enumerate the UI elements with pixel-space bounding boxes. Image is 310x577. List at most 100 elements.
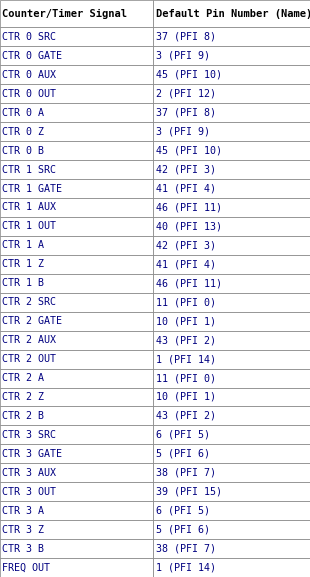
- Text: CTR 3 AUX: CTR 3 AUX: [2, 468, 56, 478]
- Text: Default Pin Number (Name): Default Pin Number (Name): [156, 9, 310, 19]
- Text: CTR 1 AUX: CTR 1 AUX: [2, 203, 56, 212]
- Text: 2 (PFI 12): 2 (PFI 12): [156, 89, 216, 99]
- Text: CTR 3 GATE: CTR 3 GATE: [2, 449, 63, 459]
- Text: CTR 1 B: CTR 1 B: [2, 278, 44, 288]
- Bar: [0, 312, 153, 331]
- Bar: [153, 482, 310, 501]
- Bar: [153, 463, 310, 482]
- Text: CTR 2 B: CTR 2 B: [2, 411, 44, 421]
- Bar: [153, 198, 310, 217]
- Text: 5 (PFI 6): 5 (PFI 6): [156, 449, 210, 459]
- Bar: [153, 84, 310, 103]
- Bar: [0, 65, 153, 84]
- Text: 41 (PFI 4): 41 (PFI 4): [156, 183, 216, 193]
- Text: CTR 1 SRC: CTR 1 SRC: [2, 164, 56, 175]
- Bar: [0, 388, 153, 406]
- Bar: [153, 160, 310, 179]
- Text: 11 (PFI 0): 11 (PFI 0): [156, 373, 216, 383]
- Bar: [153, 539, 310, 558]
- Text: 45 (PFI 10): 45 (PFI 10): [156, 145, 222, 156]
- Bar: [0, 122, 153, 141]
- Text: CTR 0 A: CTR 0 A: [2, 108, 44, 118]
- Text: CTR 0 B: CTR 0 B: [2, 145, 44, 156]
- Bar: [153, 331, 310, 350]
- Bar: [0, 28, 153, 46]
- Bar: [0, 406, 153, 425]
- Text: 43 (PFI 2): 43 (PFI 2): [156, 335, 216, 345]
- Bar: [0, 539, 153, 558]
- Bar: [153, 501, 310, 520]
- Bar: [153, 274, 310, 293]
- Bar: [0, 0, 153, 28]
- Text: 3 (PFI 9): 3 (PFI 9): [156, 127, 210, 137]
- Bar: [153, 103, 310, 122]
- Bar: [0, 255, 153, 274]
- Text: 6 (PFI 5): 6 (PFI 5): [156, 430, 210, 440]
- Text: CTR 2 AUX: CTR 2 AUX: [2, 335, 56, 345]
- Text: CTR 0 GATE: CTR 0 GATE: [2, 51, 63, 61]
- Bar: [0, 558, 153, 577]
- Bar: [0, 425, 153, 444]
- Bar: [153, 558, 310, 577]
- Text: 1 (PFI 14): 1 (PFI 14): [156, 563, 216, 572]
- Bar: [153, 0, 310, 28]
- Text: 42 (PFI 3): 42 (PFI 3): [156, 241, 216, 250]
- Bar: [0, 520, 153, 539]
- Text: CTR 3 B: CTR 3 B: [2, 544, 44, 553]
- Bar: [0, 179, 153, 198]
- Text: CTR 2 GATE: CTR 2 GATE: [2, 316, 63, 326]
- Bar: [0, 369, 153, 388]
- Text: 37 (PFI 8): 37 (PFI 8): [156, 108, 216, 118]
- Text: 38 (PFI 7): 38 (PFI 7): [156, 544, 216, 553]
- Bar: [153, 293, 310, 312]
- Bar: [0, 482, 153, 501]
- Bar: [0, 501, 153, 520]
- Text: CTR 2 SRC: CTR 2 SRC: [2, 297, 56, 307]
- Bar: [153, 350, 310, 369]
- Bar: [0, 103, 153, 122]
- Bar: [0, 331, 153, 350]
- Bar: [153, 255, 310, 274]
- Bar: [153, 179, 310, 198]
- Text: 46 (PFI 11): 46 (PFI 11): [156, 278, 222, 288]
- Bar: [0, 160, 153, 179]
- Text: CTR 0 SRC: CTR 0 SRC: [2, 32, 56, 42]
- Text: CTR 1 OUT: CTR 1 OUT: [2, 222, 56, 231]
- Bar: [153, 236, 310, 255]
- Bar: [153, 444, 310, 463]
- Text: CTR 3 Z: CTR 3 Z: [2, 524, 44, 535]
- Text: 38 (PFI 7): 38 (PFI 7): [156, 468, 216, 478]
- Text: CTR 2 OUT: CTR 2 OUT: [2, 354, 56, 364]
- Text: 42 (PFI 3): 42 (PFI 3): [156, 164, 216, 175]
- Text: FREQ OUT: FREQ OUT: [2, 563, 51, 572]
- Bar: [153, 217, 310, 236]
- Text: 46 (PFI 11): 46 (PFI 11): [156, 203, 222, 212]
- Bar: [0, 463, 153, 482]
- Bar: [0, 236, 153, 255]
- Bar: [153, 46, 310, 65]
- Text: 5 (PFI 6): 5 (PFI 6): [156, 524, 210, 535]
- Text: 10 (PFI 1): 10 (PFI 1): [156, 392, 216, 402]
- Text: CTR 3 SRC: CTR 3 SRC: [2, 430, 56, 440]
- Bar: [153, 520, 310, 539]
- Text: 45 (PFI 10): 45 (PFI 10): [156, 70, 222, 80]
- Bar: [0, 141, 153, 160]
- Text: CTR 3 OUT: CTR 3 OUT: [2, 487, 56, 497]
- Bar: [0, 217, 153, 236]
- Text: 39 (PFI 15): 39 (PFI 15): [156, 487, 222, 497]
- Text: CTR 0 OUT: CTR 0 OUT: [2, 89, 56, 99]
- Bar: [153, 28, 310, 46]
- Text: 6 (PFI 5): 6 (PFI 5): [156, 505, 210, 516]
- Text: CTR 0 Z: CTR 0 Z: [2, 127, 44, 137]
- Text: 1 (PFI 14): 1 (PFI 14): [156, 354, 216, 364]
- Bar: [0, 293, 153, 312]
- Text: 37 (PFI 8): 37 (PFI 8): [156, 32, 216, 42]
- Text: 40 (PFI 13): 40 (PFI 13): [156, 222, 222, 231]
- Text: 10 (PFI 1): 10 (PFI 1): [156, 316, 216, 326]
- Text: Counter/Timer Signal: Counter/Timer Signal: [2, 9, 127, 19]
- Bar: [0, 198, 153, 217]
- Text: 11 (PFI 0): 11 (PFI 0): [156, 297, 216, 307]
- Bar: [153, 406, 310, 425]
- Bar: [0, 274, 153, 293]
- Bar: [153, 425, 310, 444]
